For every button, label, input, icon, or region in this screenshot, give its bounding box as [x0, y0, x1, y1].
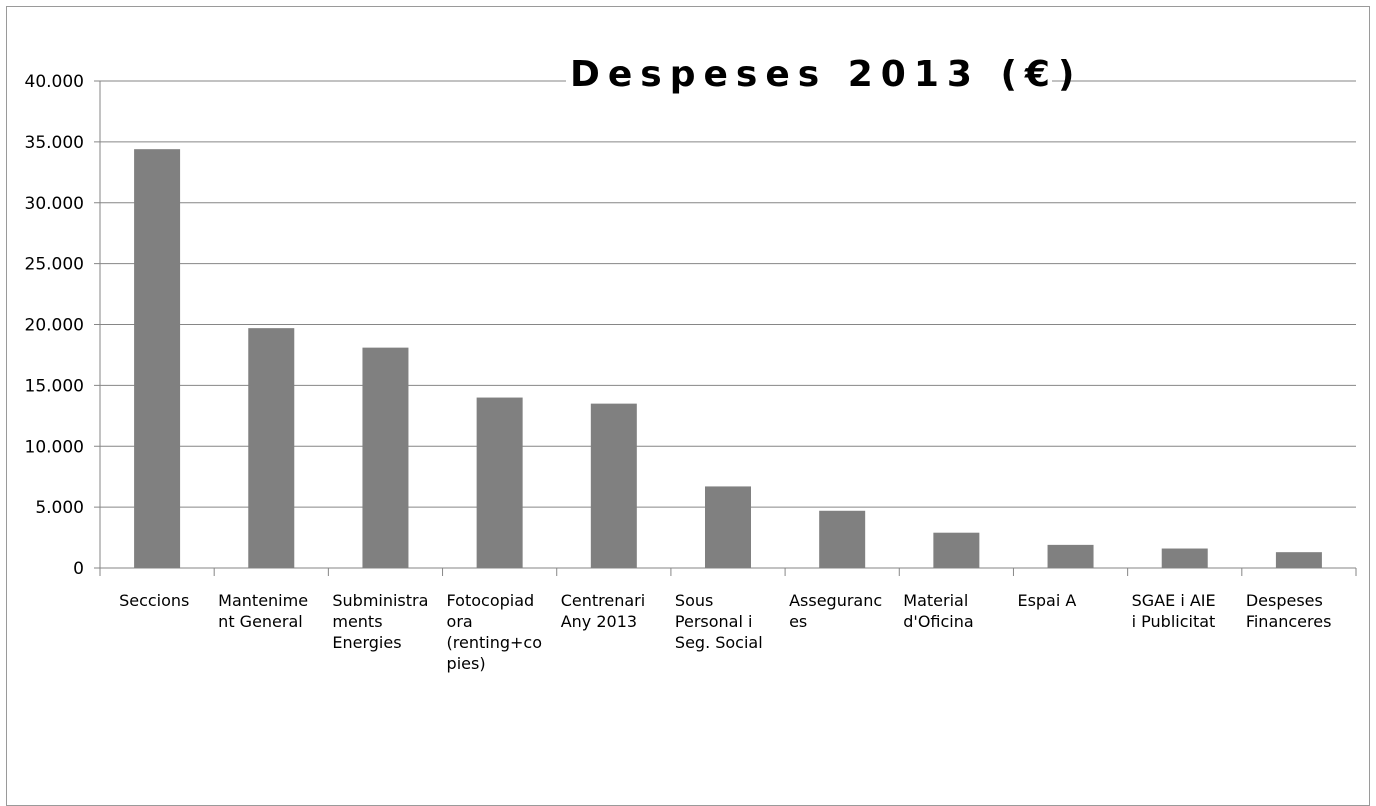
x-category-label-line: Energies	[332, 633, 401, 652]
x-category-label-line: nt General	[218, 612, 303, 631]
x-category-label: Fotocopiad ora (renting+co pies)	[447, 591, 542, 673]
y-tick-label: 5.000	[35, 498, 84, 518]
x-category-label-line: ments	[332, 612, 382, 631]
bar	[819, 510, 866, 568]
x-category-label: Asseguranc es	[789, 591, 882, 631]
x-category-label-line: Despeses	[1246, 591, 1323, 610]
x-category-label: Sous Personal i Seg. Social	[675, 591, 763, 652]
x-category-label-line: Seg. Social	[675, 633, 763, 652]
bar	[362, 347, 409, 568]
x-category-label: Material d'Oficina	[903, 591, 973, 631]
x-category-label: Despeses Financeres	[1246, 591, 1332, 631]
y-tick-label: 20.000	[25, 316, 84, 336]
x-category-labels: Seccions Mantenime nt General Subministra me…	[119, 591, 1331, 673]
title-background	[566, 42, 1052, 98]
x-category-label: Subministra ments Energies	[332, 591, 428, 652]
x-category-label-line: pies)	[447, 654, 486, 673]
x-category-label: Seccions	[119, 591, 189, 610]
y-tick-label: 30.000	[25, 194, 84, 214]
y-tick-labels: 0 5.000 10.000 15.000 20.000 25.000 30.000 35.0…	[25, 72, 84, 579]
y-tick-label: 35.000	[25, 133, 84, 153]
x-category-label-line: es	[789, 612, 807, 631]
chart-title: Despeses 2013 (€)	[570, 54, 1082, 95]
y-tick-label: 25.000	[25, 255, 84, 275]
bars	[134, 149, 1322, 568]
x-category-label-line: SGAE i AIE	[1132, 591, 1216, 610]
x-category-label-line: (renting+co	[447, 633, 542, 652]
bar	[134, 149, 181, 568]
gridlines	[100, 80, 1356, 508]
x-category-label: Centrenari Any 2013	[561, 591, 645, 631]
x-category-label-line: Mantenime	[218, 591, 308, 610]
x-category-label: Mantenime nt General	[218, 591, 308, 631]
y-tick-label: 0	[73, 559, 84, 579]
x-category-label-line: Personal i	[675, 612, 753, 631]
y-tick-label: 40.000	[25, 72, 84, 92]
bar	[1275, 552, 1322, 568]
x-category-label-line: Any 2013	[561, 612, 637, 631]
x-category-label-line: Material	[903, 591, 968, 610]
bar	[590, 403, 637, 568]
bar	[705, 486, 751, 568]
bar	[1047, 544, 1094, 568]
x-category-label-line: Centrenari	[561, 591, 645, 610]
x-category-label: SGAE i AIE i Publicitat	[1132, 591, 1216, 631]
x-category-label-line: Seccions	[119, 591, 189, 610]
y-tick-label: 15.000	[25, 376, 84, 396]
x-category-label-line: i Publicitat	[1132, 612, 1216, 631]
chart-frame	[6, 6, 1370, 806]
x-category-label-line: d'Oficina	[903, 612, 973, 631]
x-category-label-line: Espai A	[1017, 591, 1076, 610]
bar	[476, 397, 523, 568]
x-category-label: Espai A	[1017, 591, 1076, 610]
x-category-label-line: Subministra	[332, 591, 428, 610]
x-category-label-line: ora	[447, 612, 473, 631]
y-tick-label: 10.000	[25, 437, 84, 457]
x-category-label-line: Financeres	[1246, 612, 1332, 631]
bar	[1161, 548, 1208, 568]
bar	[248, 328, 295, 568]
x-category-label-line: Sous	[675, 591, 713, 610]
x-category-label-line: Asseguranc	[789, 591, 882, 610]
x-category-label-line: Fotocopiad	[447, 591, 535, 610]
bar	[933, 532, 980, 568]
